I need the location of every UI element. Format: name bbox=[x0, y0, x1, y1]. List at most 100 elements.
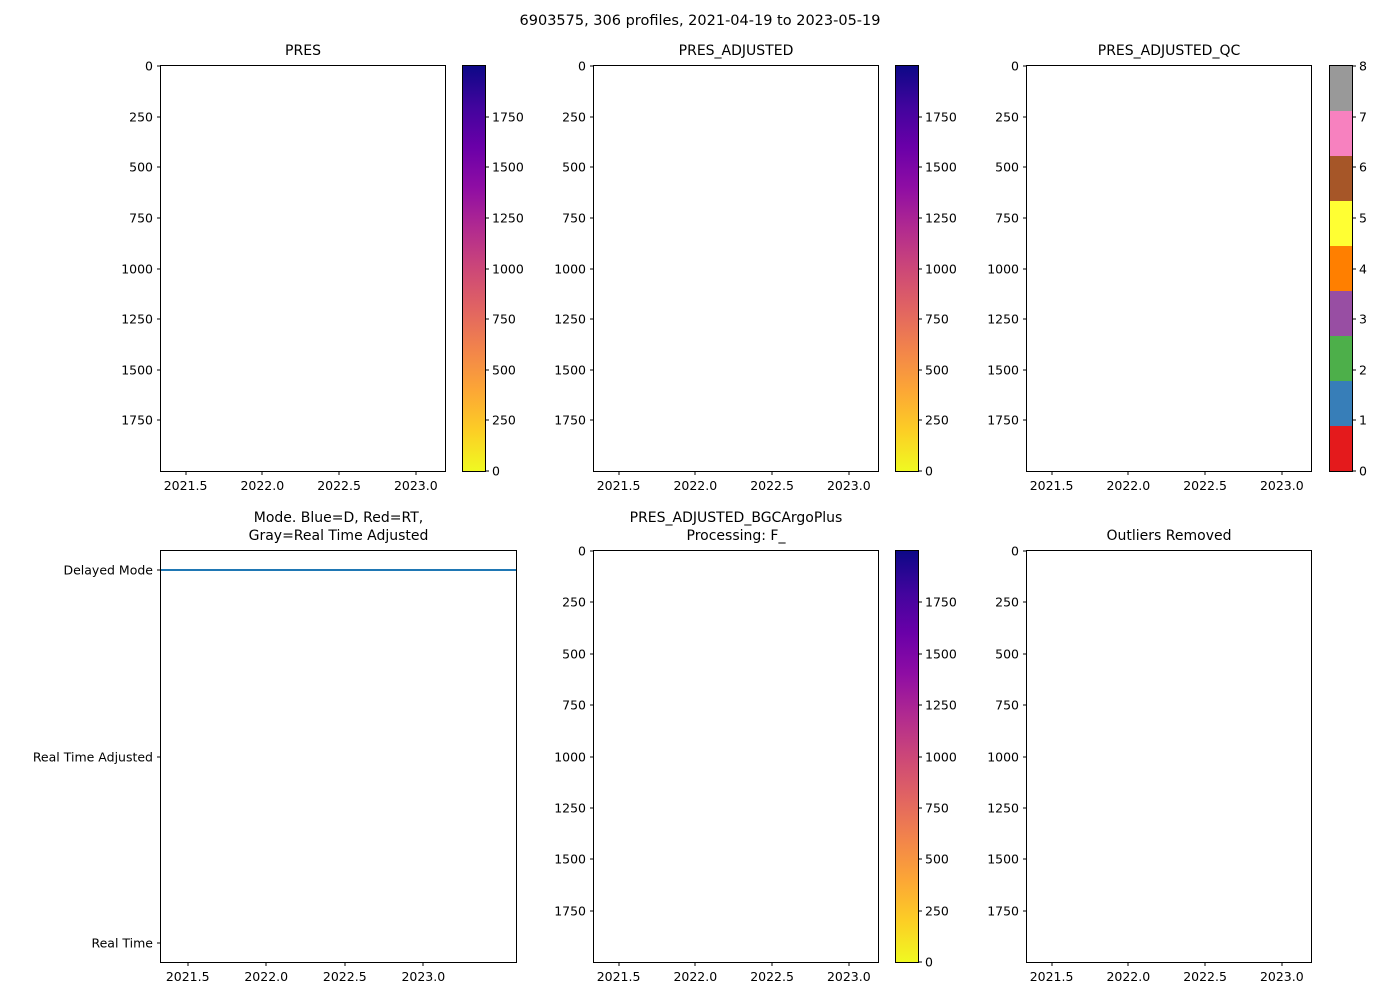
colorbar-tick-label: 7 bbox=[1359, 109, 1367, 125]
colorbar-tick-label: 1500 bbox=[925, 159, 957, 175]
colorbar-tick-mark bbox=[918, 704, 922, 706]
colorbar-tick-mark bbox=[918, 653, 922, 655]
colorbar-tick-label: 500 bbox=[925, 362, 949, 378]
y-tick-label: 250 bbox=[562, 109, 586, 125]
y-tick-label: 1500 bbox=[554, 851, 586, 867]
x-tick-mark bbox=[771, 471, 773, 475]
y-tick-label: 1250 bbox=[987, 800, 1019, 816]
x-tick-label: 2023.0 bbox=[401, 969, 446, 984]
y-tick-mark bbox=[1023, 318, 1027, 320]
colorbar-tick-mark bbox=[485, 318, 489, 320]
x-tick-mark bbox=[771, 962, 773, 966]
colorbar-tick-mark bbox=[918, 217, 922, 219]
colorbar-tick-label: 1500 bbox=[492, 159, 524, 175]
x-tick-mark bbox=[1281, 962, 1283, 966]
y-tick-mark bbox=[590, 318, 594, 320]
y-tick-mark bbox=[590, 550, 594, 552]
y-tick-mark bbox=[590, 268, 594, 269]
colorbar-tick-label: 1750 bbox=[492, 109, 524, 125]
y-tick-label: 1250 bbox=[554, 800, 586, 816]
y-tick-label: 250 bbox=[562, 594, 586, 610]
y-tick-label: 1500 bbox=[987, 851, 1019, 867]
x-tick-mark bbox=[1204, 962, 1206, 966]
y-tick-mark bbox=[1023, 704, 1027, 706]
colorbar-tick-label: 1000 bbox=[492, 261, 524, 276]
colorbar-pres-adjusted: 0 250 500 750 1000 1250 1500 1750 bbox=[895, 65, 957, 479]
y-tick-label: Real Time Adjusted bbox=[32, 749, 153, 764]
x-tick-mark bbox=[1127, 471, 1129, 475]
y-tick-label: 0 bbox=[145, 58, 153, 74]
x-tick-mark bbox=[1204, 471, 1206, 475]
y-tick-mark bbox=[1023, 807, 1027, 809]
y-tick-label: 750 bbox=[129, 210, 153, 226]
y-tick-mark bbox=[1023, 419, 1027, 421]
x-tick-label: 2023.0 bbox=[826, 478, 871, 493]
colorbar-tick-label: 750 bbox=[925, 311, 949, 327]
y-tick-mark bbox=[157, 116, 161, 118]
colorbar-tick-mark bbox=[1352, 369, 1356, 371]
colorbar-tick-mark bbox=[918, 961, 922, 963]
colorbar-tick-label: 0 bbox=[1359, 463, 1367, 479]
colorbar-tick-label: 250 bbox=[492, 412, 516, 428]
colorbar-pres-adjusted-bgcargoplus: 0 250 500 750 1000 1250 1500 1750 bbox=[895, 550, 957, 970]
colorbar-tick-mark bbox=[485, 116, 489, 118]
y-tick-mark bbox=[1023, 217, 1027, 219]
y-tick-mark bbox=[157, 569, 161, 571]
x-tick-mark bbox=[338, 471, 340, 475]
x-tick-label: 2022.0 bbox=[1106, 969, 1151, 984]
y-tick-mark bbox=[590, 858, 594, 860]
y-tick-mark bbox=[157, 166, 161, 168]
y-tick-label: 1250 bbox=[987, 311, 1019, 327]
colorbar-tick-label: 1250 bbox=[925, 697, 957, 713]
colorbar-tick-mark bbox=[918, 419, 922, 421]
x-tick-label: 2021.5 bbox=[1029, 969, 1074, 984]
x-tick-label: 2022.5 bbox=[317, 478, 361, 493]
y-tick-mark bbox=[157, 65, 161, 67]
colorbar-tick-label: 3 bbox=[1359, 311, 1367, 327]
x-tick-label: 2022.0 bbox=[1106, 478, 1151, 493]
y-tick-mark bbox=[590, 419, 594, 421]
x-tick-label: 2022.5 bbox=[1183, 478, 1227, 493]
subplot-outliers-removed: Outliers Removed 2021.5 2022.0 2022.5 2023.… bbox=[987, 528, 1312, 984]
x-tick-label: 2023.0 bbox=[826, 969, 871, 984]
y-tick-mark bbox=[590, 65, 594, 67]
colorbar-tick-mark bbox=[918, 369, 922, 371]
y-tick-mark bbox=[590, 704, 594, 706]
colorbar-tick-mark bbox=[1352, 470, 1356, 472]
y-tick-label: 250 bbox=[129, 109, 153, 125]
x-tick-label: 2022.5 bbox=[322, 969, 367, 984]
y-tick-label: 0 bbox=[1011, 543, 1019, 559]
colorbar-tick-label: 250 bbox=[925, 412, 949, 428]
y-tick-label: 500 bbox=[562, 159, 586, 175]
plot-title-mode: Mode. Blue=D, Red=RT, Gray=Real Time Adj… bbox=[248, 509, 429, 544]
colorbar-tick-mark bbox=[918, 910, 922, 912]
y-tick-mark bbox=[590, 116, 594, 118]
colorbar-tick-mark bbox=[918, 166, 922, 168]
colorbar-pres-adjusted-qc: 0 1 2 3 4 5 6 7 8 bbox=[1329, 59, 1367, 479]
colorbar-tick-mark bbox=[485, 470, 489, 472]
y-tick-label: 1750 bbox=[554, 903, 586, 919]
x-tick-mark bbox=[265, 962, 267, 966]
subplot-pres: PRES 2021.5 2022.0 2022.5 2023.0 0 250 500 750 1… bbox=[121, 43, 446, 493]
colorbar-tick-mark bbox=[1352, 419, 1356, 421]
x-tick-label: 2021.5 bbox=[163, 478, 208, 493]
x-tick-label: 2022.0 bbox=[673, 969, 718, 984]
y-tick-label: 750 bbox=[995, 210, 1019, 226]
x-tick-mark bbox=[1051, 471, 1053, 475]
colorbar-tick-label: 750 bbox=[925, 800, 949, 816]
y-tick-label: 750 bbox=[995, 697, 1019, 713]
y-tick-label: 0 bbox=[1011, 58, 1019, 74]
colorbar-tick-label: 500 bbox=[925, 851, 949, 867]
x-tick-mark bbox=[1051, 962, 1053, 966]
y-tick-mark bbox=[1023, 166, 1027, 168]
colorbar-pres: 0 250 500 750 1000 1250 1500 1750 bbox=[462, 65, 524, 479]
y-tick-mark bbox=[157, 419, 161, 421]
x-tick-mark bbox=[344, 962, 346, 966]
x-tick-label: 2022.0 bbox=[240, 478, 285, 493]
plot-title-pres-adjusted: PRES_ADJUSTED bbox=[678, 42, 794, 59]
colorbar-tick-mark bbox=[485, 217, 489, 219]
y-tick-label: 750 bbox=[562, 210, 586, 226]
colorbar-tick-label: 1750 bbox=[925, 109, 957, 125]
plot-title-outliers-removed: Outliers Removed bbox=[1106, 527, 1232, 544]
